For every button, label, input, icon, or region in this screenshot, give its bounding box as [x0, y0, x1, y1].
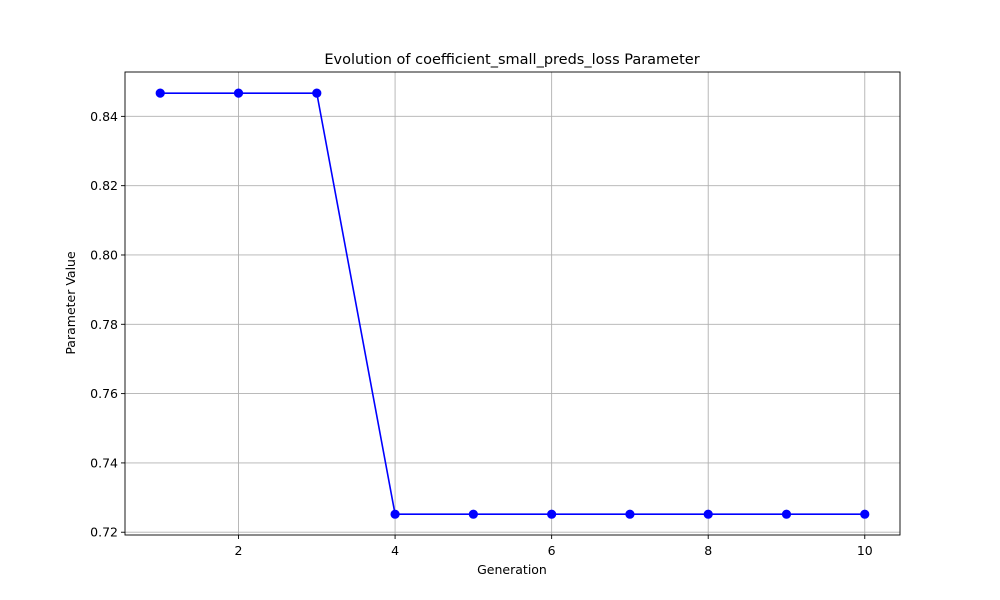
y-tick-label: 0.74 [90, 455, 118, 470]
x-axis-ticks: 2 4 6 8 10 [235, 535, 873, 558]
plot-frame [124, 71, 901, 536]
y-tick-label: 0.76 [90, 386, 118, 401]
y-tick-label: 0.78 [90, 317, 118, 332]
x-tick-label: 4 [391, 543, 399, 558]
series [155, 88, 870, 519]
y-axis-label: Parameter Value [63, 251, 78, 355]
data-point [233, 88, 244, 98]
x-axis-label: Generation [477, 562, 547, 577]
data-point [312, 88, 322, 98]
data-point [468, 509, 478, 519]
grid [125, 72, 900, 535]
x-tick-label: 8 [704, 543, 712, 558]
chart-title: Evolution of coefficient_small_preds_los… [324, 52, 699, 68]
data-point [625, 509, 635, 519]
y-axis-ticks: 0.72 0.74 0.76 0.78 0.80 0.82 0.84 [90, 109, 125, 540]
data-point [155, 88, 165, 98]
y-tick-label: 0.80 [90, 247, 118, 262]
data-point [547, 509, 557, 519]
data-point [781, 509, 792, 519]
data-point [860, 509, 870, 519]
x-tick-label: 6 [548, 543, 556, 558]
data-point [703, 509, 713, 519]
y-tick-label: 0.84 [90, 109, 118, 124]
x-tick-label: 10 [857, 543, 873, 558]
series-line [160, 92, 865, 516]
y-tick-label: 0.72 [90, 525, 118, 540]
y-tick-label: 0.82 [90, 178, 118, 193]
x-tick-label: 2 [235, 543, 243, 558]
data-point [390, 509, 400, 519]
